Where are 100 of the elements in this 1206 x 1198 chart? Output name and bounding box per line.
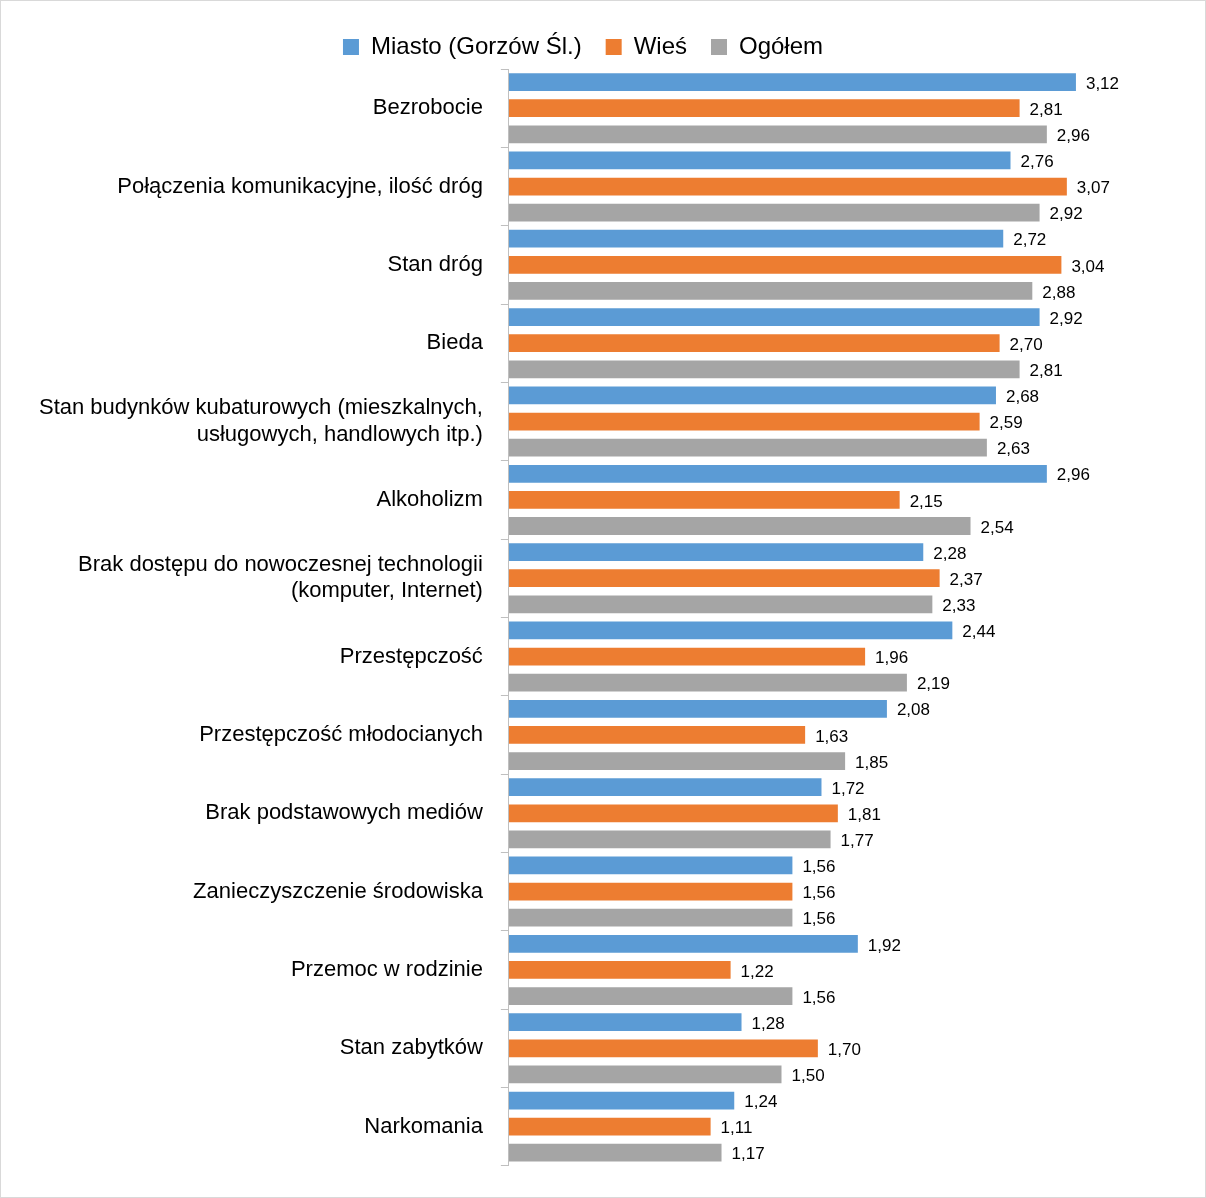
bar xyxy=(508,752,846,770)
data-label: 1,96 xyxy=(875,648,909,668)
bar xyxy=(508,987,793,1005)
bar xyxy=(508,386,996,405)
data-label: 1,81 xyxy=(847,804,881,824)
data-label: 2,28 xyxy=(933,543,967,563)
data-label: 3,07 xyxy=(1076,178,1110,198)
bar xyxy=(508,1039,818,1058)
bar xyxy=(508,543,924,561)
legend-label: Wieś xyxy=(633,31,688,59)
bar xyxy=(508,438,987,457)
data-label: 1,24 xyxy=(744,1092,778,1112)
y-tick-label: Alkoholizm xyxy=(376,485,483,511)
bar xyxy=(508,1065,782,1084)
bar xyxy=(508,726,806,744)
bar xyxy=(508,673,907,692)
data-label: 2,96 xyxy=(1056,465,1090,485)
legend-label: Miasto (Gorzów Śl.) xyxy=(370,31,582,59)
bar xyxy=(508,203,1040,222)
data-label: 1,56 xyxy=(802,883,836,903)
data-label: 2,70 xyxy=(1009,334,1043,354)
data-label: 2,19 xyxy=(916,674,950,694)
bar xyxy=(508,282,1033,300)
data-label: 2,72 xyxy=(1013,230,1047,250)
bar xyxy=(508,830,831,849)
data-label: 1,72 xyxy=(831,778,865,798)
data-label: 1,85 xyxy=(855,752,889,772)
bar xyxy=(508,778,822,797)
data-label: 1,22 xyxy=(740,961,774,981)
bar xyxy=(508,99,1020,118)
y-tick-label: Brak podstawowych mediów xyxy=(205,799,483,825)
data-label: 2,15 xyxy=(909,491,943,511)
y-tick-label: Brak dostępu do nowoczesnej technologii (komputer, Internet) xyxy=(78,551,483,603)
bar xyxy=(508,569,940,588)
y-tick-label: Stan budynków kubaturowych (mieszkalnych, usługowych, handlowych itp.) xyxy=(38,394,483,446)
y-tick-label: Przestępczość młodocianych xyxy=(199,720,483,746)
data-label: 1,56 xyxy=(802,909,836,929)
data-label: 1,56 xyxy=(802,987,836,1007)
data-label: 1,63 xyxy=(815,726,849,746)
y-tick-label: Zanieczyszczenie środowiska xyxy=(193,877,484,903)
data-label: 2,96 xyxy=(1056,125,1090,145)
data-label: 1,28 xyxy=(751,1013,785,1033)
bar xyxy=(508,804,838,823)
bar xyxy=(508,934,858,953)
y-tick-label: Stan zabytków xyxy=(339,1034,483,1060)
data-label: 2,63 xyxy=(996,439,1030,459)
bar xyxy=(508,1143,722,1162)
y-tick-label: Narkomania xyxy=(364,1112,484,1138)
data-label: 2,59 xyxy=(989,413,1023,433)
bar xyxy=(508,125,1047,144)
bar xyxy=(508,255,1062,274)
data-label: 2,81 xyxy=(1029,99,1063,119)
data-label: 2,37 xyxy=(949,569,983,589)
bar xyxy=(508,699,887,718)
bar xyxy=(508,882,793,901)
data-label: 1,70 xyxy=(827,1039,861,1059)
bar xyxy=(508,360,1020,379)
y-tick-label: Bezrobocie xyxy=(372,94,483,120)
y-tick-label: Stan dróg xyxy=(387,250,483,276)
bar xyxy=(508,151,1011,170)
data-label: 1,11 xyxy=(720,1118,753,1138)
data-label: 2,08 xyxy=(896,700,931,720)
y-tick-label: Przestępczość xyxy=(339,642,483,668)
bar xyxy=(508,491,900,509)
data-label: 3,04 xyxy=(1071,256,1105,276)
bar xyxy=(508,1117,711,1136)
data-label: 1,92 xyxy=(867,935,901,955)
bar xyxy=(508,621,953,640)
bar xyxy=(508,308,1040,326)
bar xyxy=(508,177,1067,196)
bar xyxy=(508,1091,735,1110)
data-label: 2,88 xyxy=(1042,282,1076,302)
y-tick-label: Bieda xyxy=(426,329,484,355)
data-label: 1,50 xyxy=(791,1066,825,1086)
y-tick-label: Przemoc w rodzinie xyxy=(290,956,483,982)
data-label: 1,77 xyxy=(840,831,874,851)
bar xyxy=(508,856,793,875)
data-label: 2,68 xyxy=(1005,387,1040,407)
legend-label: Ogółem xyxy=(739,31,824,59)
bar xyxy=(508,464,1047,483)
bar xyxy=(508,517,971,535)
bar xyxy=(508,73,1076,91)
bar xyxy=(508,412,980,431)
data-label: 2,33 xyxy=(942,596,976,616)
data-label: 3,12 xyxy=(1085,73,1120,93)
y-tick-label: Połączenia komunikacyjne, ilość dróg xyxy=(117,172,483,198)
bar xyxy=(508,595,933,614)
data-label: 2,44 xyxy=(962,622,996,642)
bar xyxy=(508,961,731,979)
bar xyxy=(508,1013,742,1032)
bar xyxy=(508,908,793,927)
data-label: 2,81 xyxy=(1029,361,1063,380)
data-label: 2,92 xyxy=(1049,308,1083,328)
bar xyxy=(508,229,1004,248)
data-label: 2,92 xyxy=(1049,204,1083,224)
data-label: 1,56 xyxy=(802,857,836,877)
bar xyxy=(508,334,1000,353)
data-label: 2,76 xyxy=(1020,152,1054,172)
data-label: 1,17 xyxy=(731,1144,765,1164)
bar xyxy=(508,647,866,666)
